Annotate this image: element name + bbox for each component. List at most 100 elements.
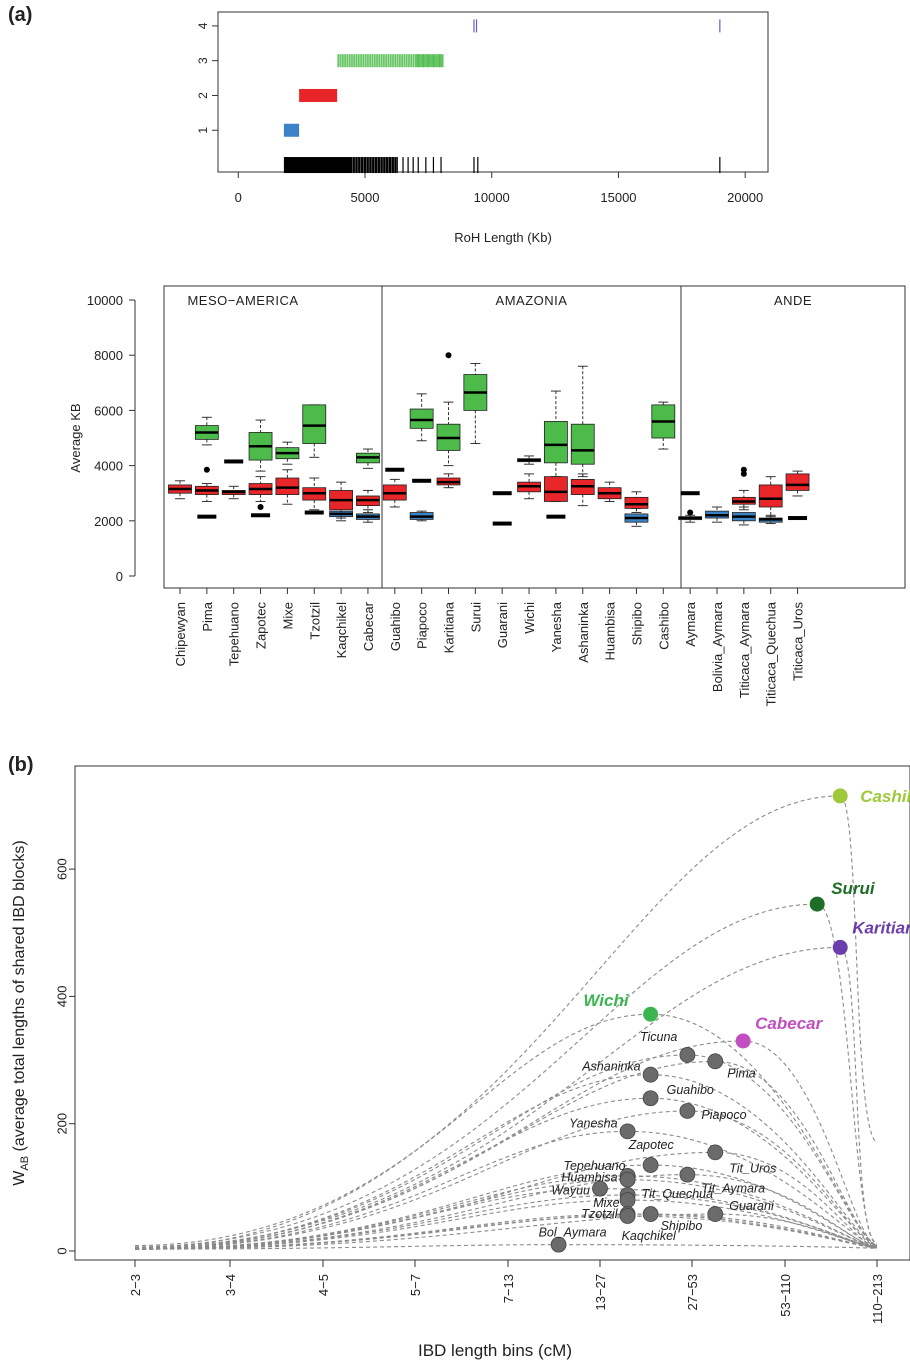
- label-wichi: Wichi: [583, 991, 629, 1010]
- curve-guahibo: [134, 1097, 878, 1250]
- roh-class-0-band: [283, 157, 398, 174]
- x-tick-label: 3−4: [223, 1274, 238, 1296]
- box-aymara-black: [680, 491, 700, 496]
- roh-strip-chart: 0 5000 10000 15000 20000 1 2 3 4 RoH Length (Kb): [196, 11, 769, 245]
- curve-piapoco: [134, 1110, 878, 1250]
- point-guarani: [707, 1206, 724, 1222]
- x-tick-label: 2−3: [128, 1274, 143, 1296]
- category-label-kaqchikel: Kaqchikel: [334, 602, 349, 658]
- label-tit-aymara: Tit_Aymara: [701, 1182, 765, 1196]
- roh-class-2-band: [299, 88, 338, 102]
- point-shipibo: [642, 1206, 659, 1222]
- x-tick-label: 10000: [474, 190, 510, 205]
- curve-shipibo: [134, 1213, 878, 1250]
- region-label-meso-america: MESO−AMERICA: [187, 293, 298, 308]
- curve-zapotec: [134, 1164, 878, 1250]
- point-cashibo: [832, 788, 848, 804]
- box-karitiana-green-outlier: [445, 352, 452, 359]
- x-tick-label: 5000: [351, 190, 380, 205]
- category-label-karitiana: Karitiana: [442, 601, 457, 653]
- box-aymara-blue-outlier: [687, 509, 694, 516]
- panel-a-label: (a): [8, 4, 33, 26]
- y-tick-label: 6000: [94, 403, 123, 418]
- x-tick-label: 27−53: [685, 1274, 700, 1311]
- x-tick-label: 5−7: [408, 1274, 423, 1296]
- box-pima-red-outlier: [203, 466, 210, 473]
- category-label-titicaca-quechua: Titicaca_Quechua: [764, 601, 779, 706]
- ibd-curves-chart: 0 200 400 600 2−3 3−4 4−5 5−7 7−13 13−27 27−53 53−1…: [11, 765, 910, 1360]
- point-pima: [707, 1053, 724, 1070]
- curve-wayuu: [134, 1188, 878, 1250]
- y-tick-label: 1: [196, 127, 210, 134]
- box-tepehuano-black: [224, 459, 244, 464]
- plot-frame: [217, 11, 769, 173]
- box-yanesha-green: [544, 421, 568, 464]
- point-huambisa: [619, 1171, 636, 1188]
- curve-bol-aymara: [134, 1244, 878, 1250]
- point-piapoco: [679, 1103, 696, 1119]
- box-titicaca-aymara-red-outlier: [740, 470, 747, 477]
- y-tick-label: 4000: [94, 459, 123, 474]
- region-label-amazonia: AMAZONIA: [496, 293, 568, 308]
- category-label-huambisa: Huambisa: [603, 601, 618, 660]
- category-label-piapoco: Piapoco: [415, 602, 430, 649]
- box-piapoco-green: [409, 408, 434, 429]
- curve-tit-quechua: [134, 1199, 878, 1250]
- label-tepehuano: Tepehuano: [563, 1159, 625, 1173]
- curve-mixe: [134, 1194, 878, 1250]
- label-tit-uros: Tit_Uros: [729, 1161, 776, 1175]
- label-tit-quechua: Tit_Quechua: [642, 1187, 714, 1201]
- label-zapotec: Zapotec: [628, 1138, 675, 1152]
- point-wayuu: [592, 1180, 608, 1197]
- point-cabecar: [735, 1033, 751, 1049]
- label-yanesha: Yanesha: [569, 1116, 617, 1130]
- y-tick-label: 0: [54, 1247, 69, 1254]
- label-ashaninka: Ashaninka: [581, 1060, 640, 1074]
- category-label-titicaca-aymara: Titicaca_Aymara: [737, 601, 752, 698]
- box-titicaca-quechua-red: [758, 484, 783, 508]
- label-tzotzil: Tzotzil: [581, 1207, 618, 1221]
- box-zapotec-black: [251, 513, 271, 518]
- category-label-surui: Surui: [468, 602, 483, 632]
- point-wichi: [643, 1006, 659, 1022]
- label-bol-aymara: Bol_Aymara: [539, 1226, 607, 1240]
- x-tick-label: 15000: [600, 190, 636, 205]
- label-wayuu: Wayuu: [551, 1184, 590, 1198]
- category-label-titicaca-uros: Titicaca_Uros: [791, 602, 806, 681]
- category-label-tepehuano: Tepehuano: [227, 602, 242, 666]
- box-mixe-red: [275, 477, 300, 495]
- x-tick-label: 53−110: [778, 1274, 793, 1317]
- box-yanesha-red: [544, 476, 568, 502]
- y-tick-label: 4: [196, 22, 210, 29]
- curve-wichi: [134, 1013, 878, 1249]
- y-tick-label: 2000: [94, 514, 123, 529]
- curve-tit-aymara: [134, 1174, 878, 1250]
- box-titicaca-aymara-red-outlier: [740, 466, 747, 473]
- y-axis-label: WAB (average total lengths of shared IBD…: [11, 840, 31, 1186]
- roh-boxplot-chart: 0 2000 4000 6000 8000 10000 Average KB MESO−AME…: [68, 285, 906, 706]
- box-yanesha-black: [546, 514, 566, 519]
- y-tick-label: 3: [196, 57, 210, 64]
- category-label-shipibo: Shipibo: [629, 602, 644, 645]
- box-pima-black: [197, 514, 217, 519]
- box-ashaninka-green: [570, 423, 595, 465]
- label-cashibo: Cashibo: [860, 787, 910, 806]
- point-zapotec: [642, 1157, 659, 1173]
- category-label-aymara: Aymara: [683, 601, 698, 646]
- y-tick-label: 8000: [94, 348, 123, 363]
- curve-tzotzil: [134, 1213, 878, 1250]
- curve-kaqchikel: [134, 1215, 878, 1250]
- point-ticuna: [679, 1047, 696, 1063]
- curve-pima: [134, 1060, 878, 1250]
- curve-karitiana: [134, 946, 878, 1248]
- label-guarani: Guarani: [729, 1199, 775, 1213]
- box-guarani-black: [492, 521, 512, 526]
- roh-class-1-band: [283, 123, 300, 137]
- plot-frame: [163, 285, 906, 589]
- category-label-wichi: Wichi: [522, 602, 537, 634]
- x-tick-label: 13−27: [593, 1274, 608, 1311]
- box-guarani-black: [492, 491, 512, 496]
- y-axis-label-rest: (average total lengths of shared IBD blo…: [11, 840, 28, 1156]
- box-tzotzil-black: [304, 510, 324, 515]
- label-ticuna: Ticuna: [640, 1030, 677, 1044]
